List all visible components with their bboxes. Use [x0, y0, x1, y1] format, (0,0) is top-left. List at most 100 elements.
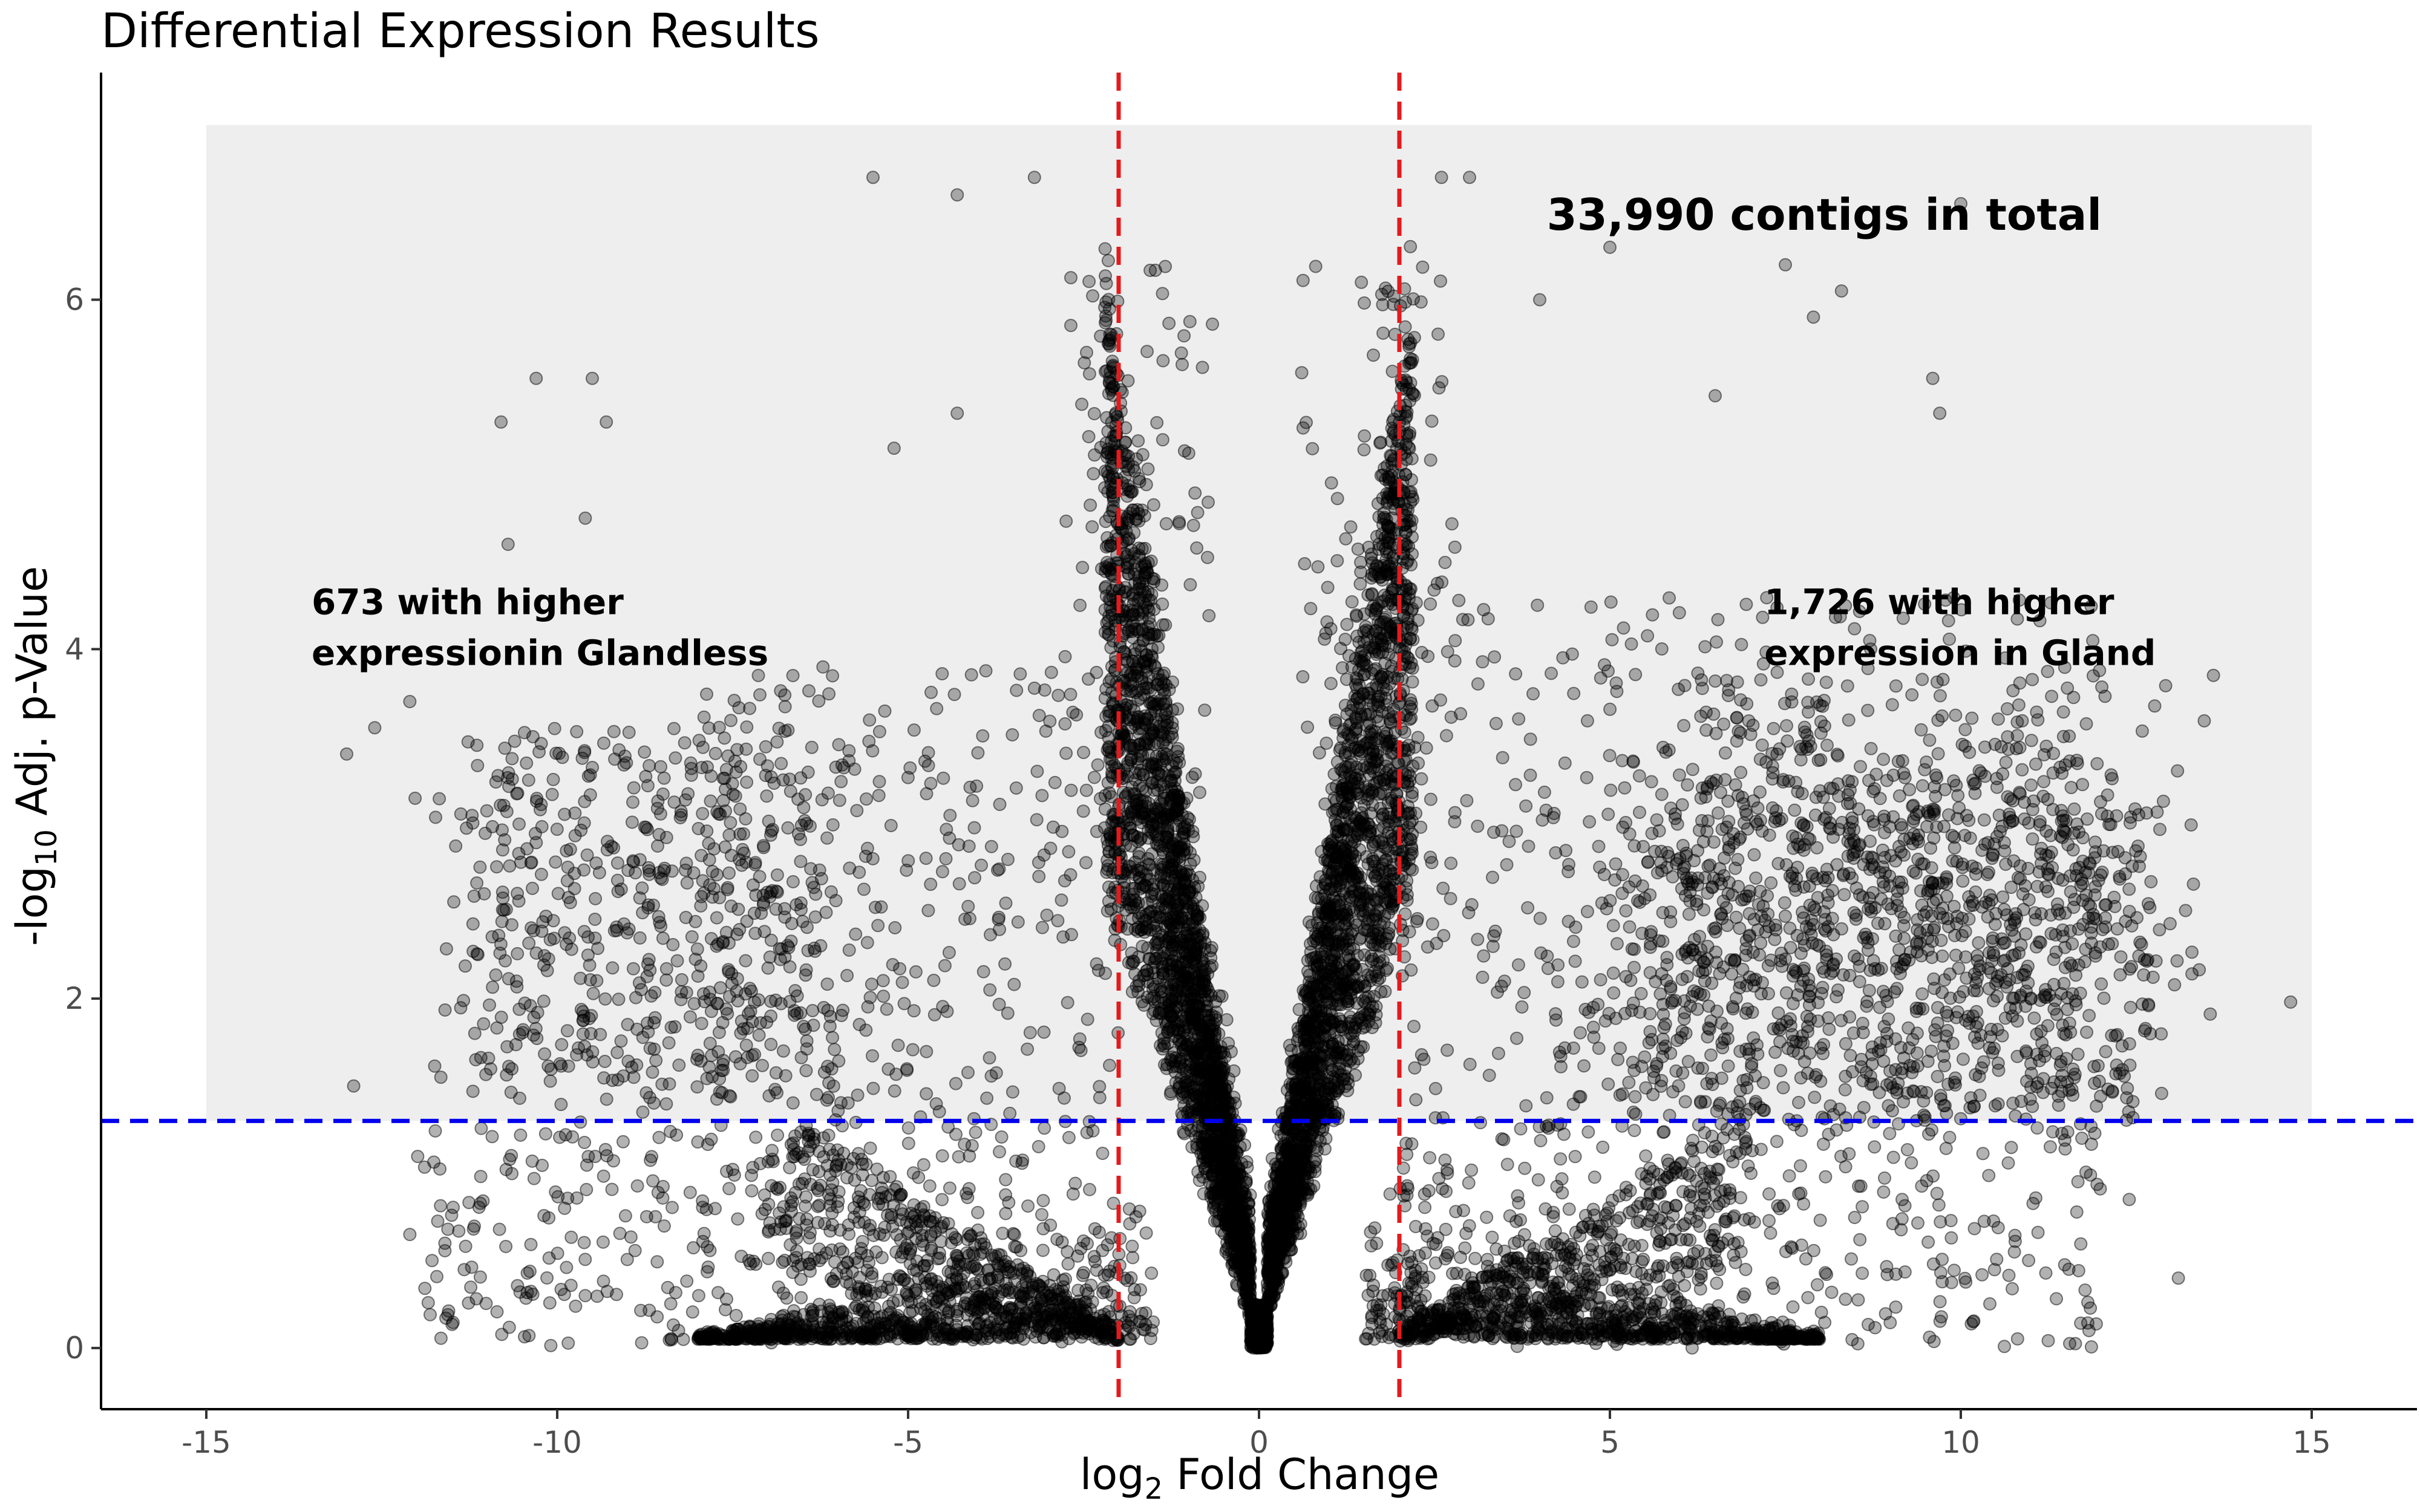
- data-point: [1131, 434, 1145, 448]
- data-point: [1370, 873, 1384, 887]
- data-point: [1376, 840, 1390, 853]
- data-point: [1150, 952, 1163, 966]
- data-point: [1143, 683, 1157, 697]
- data-point: [1125, 912, 1139, 925]
- data-point: [1374, 985, 1388, 999]
- data-point: [1157, 1037, 1171, 1051]
- chart-title: Differential Expression Results: [101, 4, 820, 59]
- data-point: [1385, 422, 1399, 435]
- data-point: [1183, 857, 1197, 871]
- data-point: [1365, 567, 1379, 581]
- data-point: [1407, 292, 1420, 306]
- data-point: [1098, 242, 1112, 256]
- data-point: [1157, 871, 1171, 885]
- data-point: [1345, 595, 1359, 609]
- data-point: [1101, 859, 1115, 873]
- data-point: [1304, 937, 1317, 951]
- data-point: [1177, 822, 1191, 836]
- significance-region: [206, 125, 2312, 1121]
- data-point: [1361, 625, 1375, 639]
- data-point: [1404, 240, 1418, 253]
- data-point: [1312, 1071, 1326, 1085]
- data-point: [1152, 803, 1166, 816]
- data-point: [1183, 846, 1197, 859]
- data-point: [1359, 850, 1373, 864]
- data-point: [1352, 876, 1366, 890]
- data-point: [1099, 295, 1113, 309]
- data-point: [1405, 490, 1419, 504]
- data-point: [1102, 386, 1116, 400]
- data-point: [1190, 910, 1204, 924]
- data-point: [1401, 779, 1415, 793]
- data-points: [340, 171, 2298, 1355]
- data-point: [1164, 1009, 1178, 1023]
- data-point: [1405, 473, 1418, 487]
- data-point: [1143, 858, 1157, 872]
- data-point: [1362, 1008, 1376, 1022]
- data-point: [1101, 253, 1115, 267]
- data-point: [1156, 963, 1169, 977]
- data-point: [1104, 640, 1118, 654]
- data-point: [1292, 1107, 1306, 1121]
- data-point: [1350, 827, 1364, 841]
- data-point: [1153, 839, 1167, 853]
- data-point: [1338, 1062, 1352, 1076]
- data-point: [1328, 1087, 1342, 1101]
- data-point: [1357, 668, 1371, 682]
- data-point: [1334, 763, 1348, 777]
- data-point: [1349, 723, 1362, 737]
- data-point: [1136, 623, 1150, 637]
- data-point: [1350, 629, 1364, 643]
- data-point: [1123, 860, 1137, 874]
- data-point: [1405, 846, 1419, 860]
- data-point: [1182, 963, 1196, 977]
- data-point: [1361, 989, 1375, 1003]
- data-point: [1341, 1084, 1355, 1098]
- data-point: [1131, 924, 1145, 938]
- data-point: [1323, 1035, 1336, 1049]
- data-point: [1221, 1037, 1235, 1050]
- data-point: [1403, 426, 1417, 440]
- data-point: [1142, 737, 1156, 751]
- data-point: [1404, 356, 1418, 370]
- data-point: [1355, 931, 1368, 945]
- data-point: [1100, 364, 1114, 378]
- data-point: [1285, 1121, 1299, 1134]
- data-point: [1303, 986, 1317, 1000]
- data-point: [1240, 1155, 1254, 1169]
- data-point: [1177, 883, 1191, 897]
- data-point: [1303, 975, 1316, 989]
- data-point: [1220, 1013, 1234, 1027]
- data-point: [1133, 727, 1146, 741]
- data-point: [1286, 1078, 1300, 1091]
- data-point: [1326, 806, 1339, 820]
- data-point: [1266, 1189, 1280, 1203]
- data-point: [1164, 914, 1178, 928]
- data-point: [1336, 731, 1350, 745]
- data-point: [1099, 309, 1113, 323]
- data-point: [1404, 558, 1418, 572]
- data-point: [1331, 934, 1345, 948]
- data-point: [1099, 276, 1113, 290]
- data-point: [1338, 699, 1352, 712]
- data-point: [1123, 679, 1137, 692]
- data-point: [1228, 1265, 1242, 1279]
- data-point: [1145, 572, 1159, 585]
- data-point: [1186, 873, 1200, 887]
- data-point: [1332, 1046, 1346, 1059]
- data-point: [1320, 898, 1333, 911]
- data-point: [1315, 845, 1329, 858]
- data-point: [1361, 588, 1375, 602]
- data-point: [1353, 746, 1367, 760]
- data-point: [1318, 1142, 1332, 1156]
- data-point: [1323, 922, 1336, 936]
- data-point: [1168, 1029, 1181, 1043]
- data-point: [1159, 695, 1173, 709]
- data-point: [1346, 969, 1359, 983]
- data-point: [1168, 1055, 1182, 1069]
- data-point: [1310, 1038, 1324, 1052]
- data-point: [1346, 1021, 1359, 1035]
- data-point: [1357, 653, 1371, 667]
- data-point: [1382, 864, 1396, 878]
